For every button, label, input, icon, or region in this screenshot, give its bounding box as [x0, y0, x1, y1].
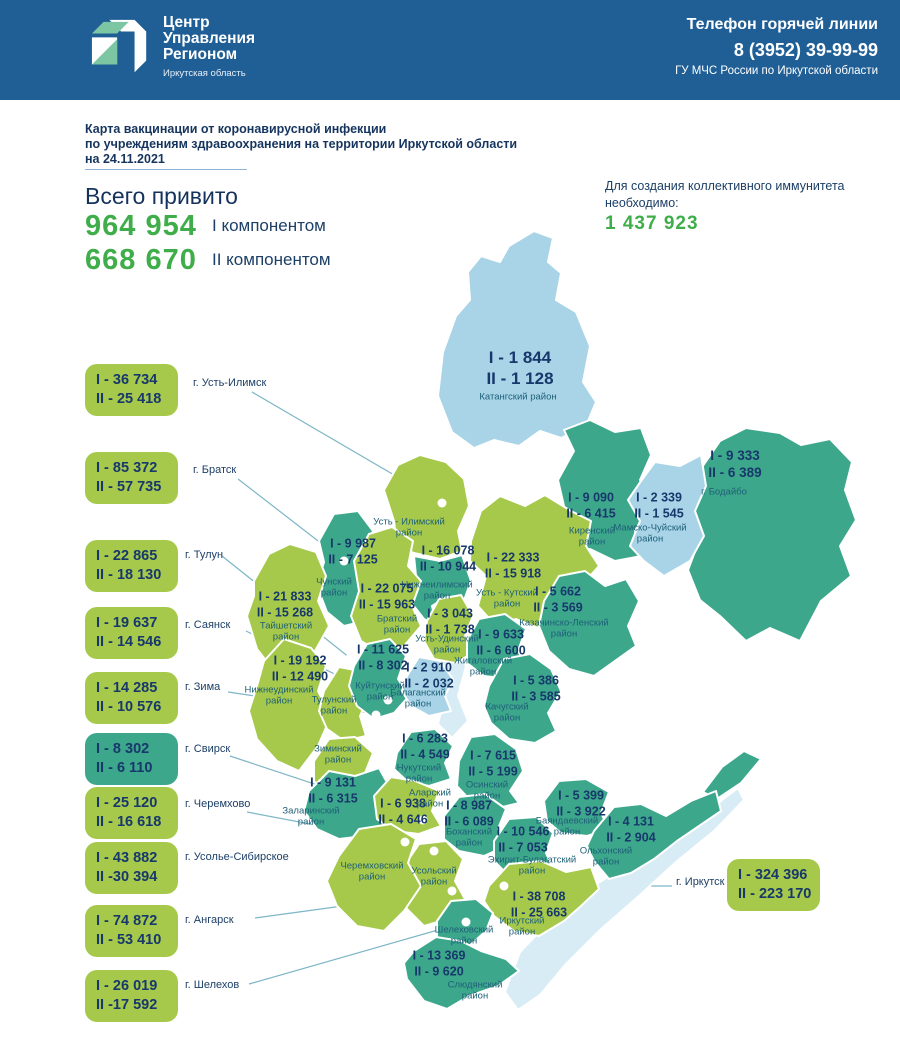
region-shape-bratsky: [350, 526, 422, 654]
city-marker-dot: [447, 886, 457, 896]
callout-second-value: II -30 394: [96, 869, 158, 885]
callout-second-value: II - 53 410: [96, 932, 162, 948]
hotline-org: ГУ МЧС России по Иркутской области: [675, 65, 878, 77]
hotline-block: Телефон горячей линии 8 (3952) 39-99-99 …: [675, 16, 878, 77]
city-label-usolye: г. Усолье-Сибирское: [185, 851, 289, 863]
callout-second-value: II - 25 418: [96, 391, 162, 407]
hotline-phone: 8 (3952) 39-99-99: [733, 40, 878, 60]
callout-box-usolye: I - 43 882 II -30 394: [85, 842, 178, 894]
callout-second-value: II - 18 130: [96, 567, 162, 583]
callout-first-value: I - 36 734: [96, 371, 158, 388]
total-first-component-label: I компонентом: [212, 216, 326, 235]
city-label-cheremkhovo: г. Черемхово: [185, 798, 251, 810]
total-second-component-label: II компонентом: [212, 250, 331, 269]
region-shape-irkutsky: [483, 860, 600, 937]
totals-heading: Всего привито: [85, 183, 238, 209]
date-underline: [85, 169, 247, 170]
callout-first-value: I - 26 019: [96, 977, 158, 994]
callout-second-value: II - 16 618: [96, 814, 162, 830]
region-shape-slyudyansky: [403, 936, 520, 1010]
city-marker-dot: [437, 498, 447, 508]
city-marker-dot: [345, 653, 355, 663]
city-marker-dot: [371, 710, 381, 720]
city-label-sayansk: г. Саянск: [185, 619, 231, 631]
city-label-svirsk: г. Свирск: [185, 743, 231, 755]
region-shape-bodaibo: [687, 427, 857, 642]
callout-first-value: I - 85 372: [96, 459, 158, 476]
total-first-component-value: 964 954: [85, 210, 197, 242]
city-marker-dot: [339, 556, 349, 566]
callout-box-sayansk: I - 19 637 II - 14 546: [85, 607, 178, 659]
region-shape-balagansky: [401, 656, 454, 717]
total-second-component-value: 668 670: [85, 244, 197, 276]
callout-box-bratsk: I - 85 372 II - 57 735: [85, 452, 178, 504]
callout-box-zima: I - 14 285 II - 10 576: [85, 672, 178, 724]
immunity-value: 1 437 923: [605, 213, 699, 234]
callout-box-svirsk: I - 8 302 II - 6 110: [85, 733, 178, 785]
region-shape-mamsko: [627, 454, 707, 577]
region-shape-ust_ilimsky: [383, 454, 470, 560]
callout-first-value: I - 22 865: [96, 547, 158, 564]
callout-first-value: I - 14 285: [96, 679, 158, 696]
callout-box-angarsk: I - 74 872 II - 53 410: [85, 905, 178, 957]
callout-box-shelekhov: I - 26 019 II -17 592: [85, 970, 178, 1022]
callout-second-value: II - 6 110: [96, 760, 153, 776]
city-label-ust-ilimsk: г. Усть-Илимск: [193, 377, 267, 389]
city-marker-dot: [418, 815, 428, 825]
city-label-tulun: г. Тулун: [185, 549, 224, 561]
tsur-logo-icon: [91, 19, 147, 73]
callout-box-ust-ilimsk: I - 36 734 II - 25 418: [85, 364, 178, 416]
city-label-shelekhov: г. Шелехов: [185, 979, 240, 991]
city-marker-dot: [400, 837, 410, 847]
callout-second-value: II - 223 170: [738, 886, 812, 902]
city-label-bratsk: г. Братск: [193, 464, 237, 476]
city-marker-dot: [485, 933, 495, 943]
city-marker-dot: [499, 881, 509, 891]
city-marker-dot: [429, 846, 439, 856]
callout-box-tulun: I - 22 865 II - 18 130: [85, 540, 178, 592]
logo-title: Центр Управления Регионом: [163, 14, 256, 63]
logo-subtitle: Иркутская область: [163, 68, 246, 79]
callout-second-value: II -17 592: [96, 997, 158, 1013]
immunity-label: Для создания коллективного иммунитета не…: [605, 179, 845, 210]
callout-second-value: II - 57 735: [96, 479, 162, 495]
page-title: Карта вакцинации от коронавирусной инфек…: [85, 122, 518, 166]
callout-connector-line: [248, 921, 467, 985]
header-bar: Центр Управления Регионом Иркутская обла…: [0, 0, 900, 100]
region-shape-kazachinsko: [538, 570, 640, 677]
callout-first-value: I - 324 396: [738, 866, 808, 883]
region-shape-nukutsky: [393, 728, 454, 787]
city-label-angarsk: г. Ангарск: [185, 914, 234, 926]
city-label-zima: г. Зима: [185, 681, 221, 693]
region-shape-katangsky: [437, 230, 597, 449]
region-shape-kachugsky: [483, 653, 562, 744]
callout-first-value: I - 25 120: [96, 794, 158, 811]
callout-box-cheremkhovo: I - 25 120 II - 16 618: [85, 787, 178, 839]
hotline-label: Телефон горячей линии: [686, 16, 878, 33]
region-shape-olkhonsky: [586, 790, 722, 880]
city-label-irkutsk: г. Иркутск: [676, 876, 725, 888]
callout-first-value: I - 19 637: [96, 614, 158, 631]
callout-box-irkutsk: I - 324 396 II - 223 170: [727, 859, 820, 911]
callout-first-value: I - 43 882: [96, 849, 158, 866]
city-marker-dot: [383, 695, 393, 705]
region-shape-nizhneudinsky: [248, 638, 332, 772]
city-marker-dot: [461, 917, 471, 927]
callout-second-value: II - 10 576: [96, 699, 162, 715]
region-shape-cheremkhovsky: [326, 823, 422, 932]
callout-first-value: I - 74 872: [96, 912, 158, 929]
callout-first-value: I - 8 302: [96, 740, 150, 757]
callout-second-value: II - 14 546: [96, 634, 162, 650]
